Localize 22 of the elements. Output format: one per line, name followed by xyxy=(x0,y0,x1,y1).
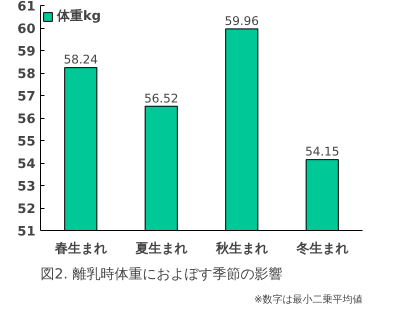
data-label: 56.52 xyxy=(144,91,178,106)
y-tick-label: 59 xyxy=(17,44,36,60)
x-tick-label: 冬生まれ xyxy=(295,242,348,256)
legend-label: 体重kg xyxy=(57,8,101,25)
y-tick-label: 60 xyxy=(17,22,36,37)
y-tick-label: 52 xyxy=(17,202,36,217)
x-tick-label: 秋生まれ xyxy=(214,242,268,256)
y-tick-label: 55 xyxy=(17,134,36,150)
x-tick-label: 春生まれ xyxy=(54,242,107,256)
y-tick-label: 61 xyxy=(17,0,36,14)
y-tick-label: 57 xyxy=(17,90,36,104)
y-tick-label: 58 xyxy=(17,67,36,82)
y-tick-label: 51 xyxy=(17,224,36,240)
y-tick-label: 53 xyxy=(17,180,36,194)
y-tick-label: 56 xyxy=(17,112,36,127)
x-tick-label: 夏生まれ xyxy=(134,242,188,256)
y-tick-label: 54 xyxy=(17,157,36,172)
text: ※数字は最小二乗平均値 xyxy=(254,294,363,306)
text: 図2. 離乳時体重におよぼす季節の影響 xyxy=(40,266,282,282)
data-label: 59.96 xyxy=(224,14,259,28)
data-label: 58.24 xyxy=(64,52,98,67)
data-label: 54.15 xyxy=(305,144,340,159)
